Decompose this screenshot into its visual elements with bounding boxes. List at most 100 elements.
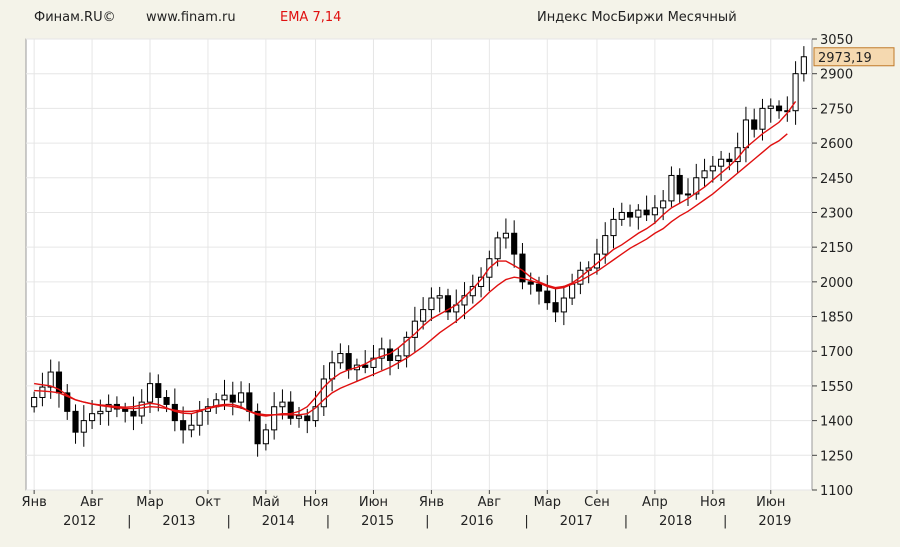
- candle-body: [751, 119, 758, 130]
- candle-body: [229, 394, 236, 403]
- y-tick-label: 2000: [820, 276, 853, 291]
- candle-body: [287, 401, 294, 419]
- url-label[interactable]: www.finam.ru: [146, 10, 236, 25]
- candle-body: [312, 406, 319, 422]
- candle-body: [345, 353, 352, 371]
- candle-body: [635, 209, 642, 218]
- y-tick-label: 2150: [820, 241, 853, 256]
- candle-body: [444, 295, 452, 313]
- instrument-title: Индекс МосБиржи Месячный: [537, 10, 737, 25]
- y-tick-label: 2900: [820, 68, 853, 83]
- candle-body: [155, 383, 162, 398]
- candle-body: [660, 200, 667, 209]
- x-year-label: 2015: [361, 514, 394, 529]
- candle-body: [39, 386, 46, 398]
- candle-body: [146, 383, 154, 403]
- candles: [31, 46, 807, 457]
- candle-body: [80, 420, 87, 433]
- candle-body: [428, 297, 435, 311]
- year-separator: |: [723, 514, 727, 529]
- candle-body: [72, 410, 79, 433]
- candle-body: [626, 211, 634, 218]
- chart-header: Финам.RU© www.finam.ru EMA 7,14 Индекс М…: [34, 10, 737, 25]
- x-month-label: Май: [252, 495, 280, 510]
- y-tick-label: 2450: [820, 172, 853, 187]
- x-month-label: Ноя: [303, 495, 329, 510]
- candle-body: [64, 392, 71, 412]
- source-label: Финам.RU©: [34, 10, 116, 25]
- candle-body: [511, 232, 518, 255]
- x-month-label: Июн: [756, 495, 785, 510]
- y-tick-label: 3050: [820, 33, 853, 48]
- candle-body: [569, 283, 576, 299]
- candle-body: [105, 403, 112, 412]
- x-month-label: Сен: [584, 495, 610, 510]
- plot-area: [25, 38, 813, 491]
- candle-body: [436, 295, 443, 299]
- candle-body: [130, 410, 137, 417]
- candle-body: [122, 408, 129, 412]
- x-month-label: Янв: [22, 495, 47, 510]
- y-tick-label: 1550: [820, 380, 853, 395]
- indicator-label: EMA 7,14: [280, 10, 341, 25]
- candle-body: [196, 410, 203, 426]
- y-tick-label: 1400: [820, 415, 853, 430]
- candle-body: [188, 424, 195, 431]
- last-price-label: 2973,19: [818, 51, 872, 66]
- candle-body: [47, 371, 54, 388]
- candle-body: [138, 401, 145, 417]
- candle-body: [97, 410, 104, 415]
- candle-body: [560, 297, 567, 313]
- x-year-label: 2018: [659, 514, 692, 529]
- year-separator: |: [425, 514, 429, 529]
- candle-body: [89, 413, 96, 422]
- candle-body: [180, 420, 187, 431]
- candle-body: [246, 392, 253, 412]
- x-year-label: 2012: [63, 514, 96, 529]
- ema-lines: [34, 101, 797, 417]
- ema-slow-line: [34, 133, 788, 416]
- candle-body: [742, 119, 749, 149]
- candle-body: [502, 232, 509, 239]
- candle-body: [544, 290, 551, 304]
- candle-body: [610, 218, 617, 237]
- candle-body: [254, 410, 261, 445]
- candle-body: [378, 348, 385, 359]
- y-axis: 1100 1250 1400 1550 1700 1850 2000 2150 2300 2450…: [812, 33, 853, 499]
- candle-body: [31, 396, 38, 408]
- year-separator: |: [624, 514, 628, 529]
- candle-body: [279, 401, 286, 408]
- candle-body: [295, 415, 303, 419]
- candle-body: [221, 394, 228, 401]
- year-separator: |: [524, 514, 528, 529]
- candle-body: [693, 177, 700, 195]
- x-year-label: 2013: [162, 514, 195, 529]
- candle-body: [759, 107, 766, 130]
- candle-body: [171, 403, 178, 422]
- ema-fast-line: [34, 101, 797, 417]
- x-month-label: Апр: [642, 495, 668, 510]
- candle-body: [329, 362, 336, 380]
- x-month-label: Авг: [478, 495, 502, 510]
- candle-body: [775, 105, 783, 112]
- x-month-label: Мар: [136, 495, 163, 510]
- candle-body: [403, 336, 410, 357]
- y-tick-label: 2300: [820, 206, 853, 221]
- y-tick-label: 1250: [820, 449, 853, 464]
- candle-body: [362, 364, 369, 368]
- last-price-marker: 2973,19: [813, 47, 895, 67]
- x-month-label: Авг: [80, 495, 104, 510]
- candle-body: [494, 237, 501, 260]
- x-year-label: 2019: [758, 514, 791, 529]
- y-tick-label: 1700: [820, 345, 853, 360]
- candle-body: [651, 207, 658, 216]
- candle-body: [784, 110, 791, 113]
- candle-body: [370, 357, 377, 368]
- candle-body: [519, 253, 526, 283]
- x-month-label: Ноя: [700, 495, 726, 510]
- x-month-label: Мар: [534, 495, 561, 510]
- candle-body: [709, 165, 716, 172]
- candle-body: [320, 378, 327, 408]
- x-month-label: Июн: [359, 495, 388, 510]
